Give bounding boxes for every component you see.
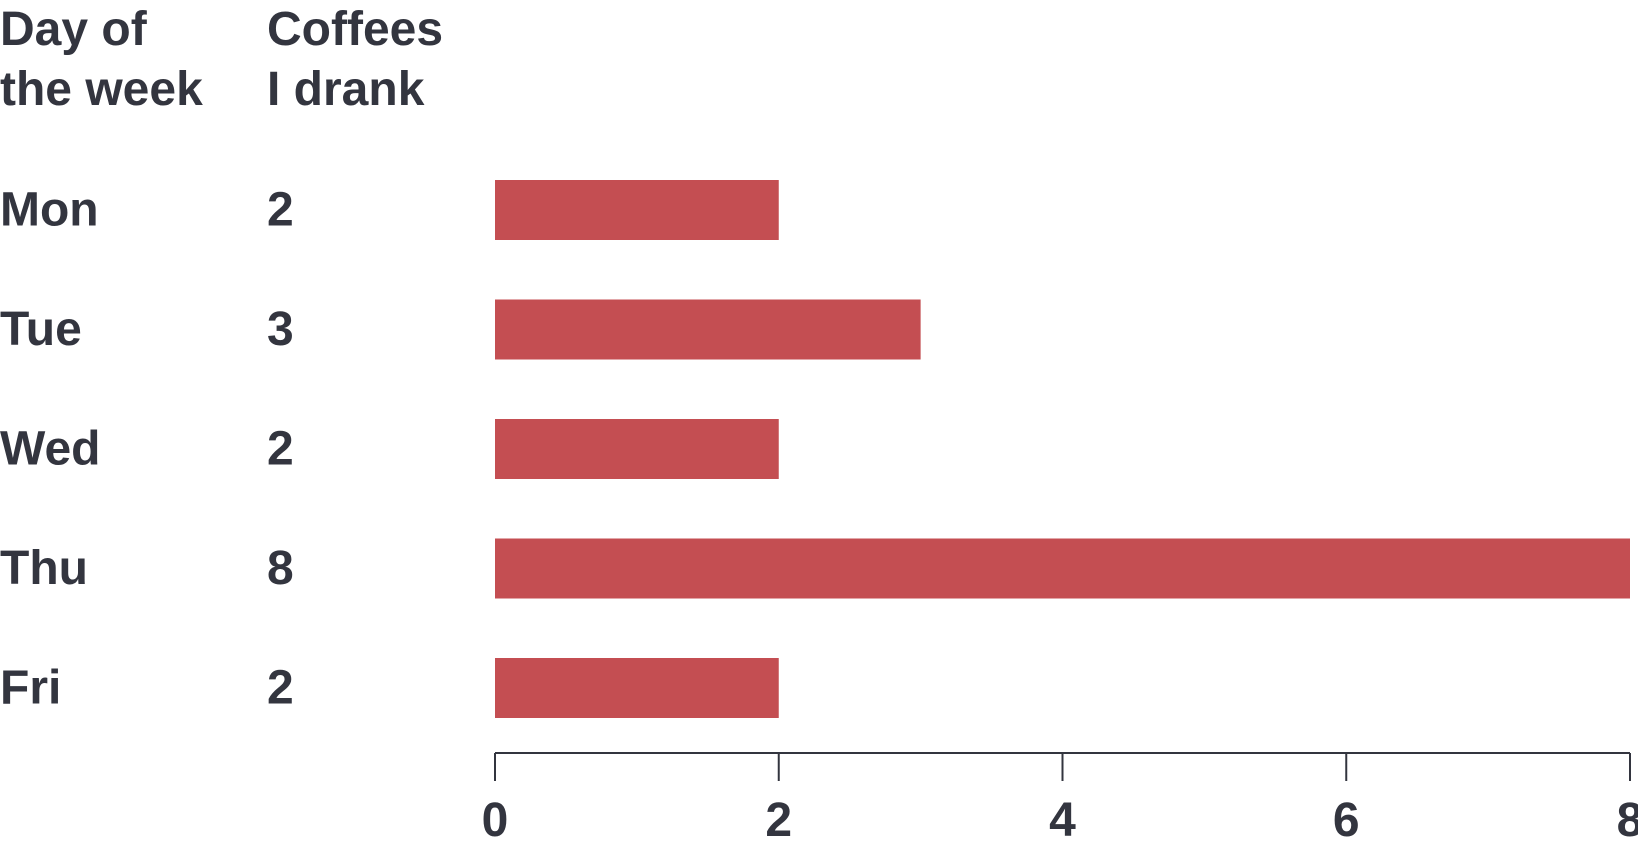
category-label: Thu [0,542,88,595]
category-label: Mon [0,184,99,237]
category-label: Wed [0,423,100,476]
category-label: Tue [0,303,82,356]
x-tick-label: 4 [1049,794,1076,847]
category-label: Fri [0,662,61,715]
bar [495,180,779,240]
bar [495,419,779,479]
value-label: 2 [267,184,294,237]
x-tick-label: 8 [1617,794,1638,847]
bar [495,299,921,360]
category-column-header: Day of the week [0,3,203,116]
x-tick-label: 2 [765,794,792,847]
x-tick-label: 0 [482,794,509,847]
value-column-header: Coffees I drank [267,3,444,116]
x-tick-label: 6 [1333,794,1360,847]
value-label: 2 [267,662,294,715]
bar [495,538,1630,599]
value-label: 3 [267,303,294,356]
bar [495,658,779,718]
value-label: 8 [267,542,294,595]
value-label: 2 [267,423,294,476]
